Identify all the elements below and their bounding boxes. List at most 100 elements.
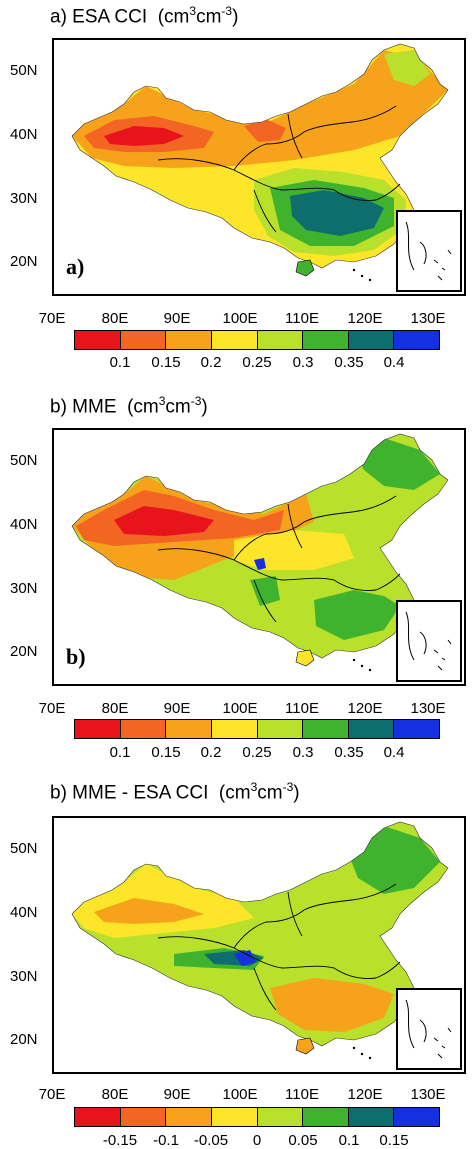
lon-label-110e: 110E — [285, 700, 319, 717]
island-dot — [360, 1052, 364, 1056]
river-basin-boundary — [303, 105, 397, 133]
value-region — [234, 950, 256, 966]
colorbar-label: 0.1 — [109, 354, 131, 371]
river-basin-boundary — [253, 579, 277, 623]
colorbar-swatch — [75, 1108, 121, 1126]
island-dot — [360, 664, 364, 668]
river-basin-boundary — [287, 503, 303, 549]
value-region — [254, 558, 266, 570]
panel-a: a) ESA CCI (cm3cm-3) a) 50N 40N 30N 20N … — [0, 0, 474, 383]
value-field — [72, 50, 448, 256]
colorbar-swatch — [394, 1108, 439, 1126]
hainan-island — [295, 1037, 315, 1055]
lon-label-80e: 80E — [101, 700, 129, 717]
river-basin-boundary — [157, 548, 335, 581]
river-basin-boundary — [333, 573, 401, 591]
lon-label-90e: 90E — [163, 310, 191, 327]
colorbar-label: 0.3 — [292, 744, 314, 761]
colorbar-swatch — [348, 331, 395, 349]
colorbar-swatch — [211, 331, 258, 349]
colorbar-label: 0.35 — [334, 354, 364, 371]
colorbar-swatch — [211, 720, 258, 738]
lat-label-50n: 50N — [10, 452, 38, 469]
colorbar-label: 0.15 — [379, 1132, 409, 1149]
lon-label-120e: 120E — [347, 1086, 383, 1103]
value-region — [350, 826, 440, 894]
river-basin-boundary — [233, 909, 305, 949]
colorbar-swatch — [348, 1108, 395, 1126]
lat-label-20n: 20N — [10, 253, 38, 270]
river-basin-boundary — [287, 891, 303, 937]
colorbar-swatch — [166, 1108, 212, 1126]
island-dot — [368, 278, 372, 282]
colorbar-label: 0.1 — [109, 744, 131, 761]
value-field — [72, 438, 440, 640]
colorbar-swatch — [166, 720, 212, 738]
map-frame: b) — [52, 428, 466, 686]
colorbar-label: -0.05 — [193, 1132, 229, 1149]
map-frame: a) — [52, 38, 466, 296]
map-frame — [52, 816, 466, 1074]
panel-letter: a) — [66, 254, 85, 279]
colorbar — [74, 330, 440, 350]
colorbar — [74, 1107, 440, 1127]
lon-label-100e: 100E — [222, 1086, 258, 1103]
island-dot — [360, 274, 364, 278]
country-outline — [71, 433, 449, 659]
river-basin-boundary — [333, 183, 401, 201]
river-basin-boundary — [303, 883, 397, 911]
island-dot — [368, 668, 372, 672]
island-dot — [352, 658, 356, 662]
colorbar-label: 0.25 — [242, 354, 272, 371]
value-region — [104, 126, 184, 146]
island-dot — [352, 1046, 356, 1050]
panel-b: b) MME (cm3cm-3) b) 50N 40N 30N 20N 70E … — [0, 388, 474, 771]
colorbar-label: 0.15 — [151, 354, 181, 371]
value-region — [270, 978, 394, 1032]
lat-label-30n: 30N — [10, 968, 38, 985]
colorbar-label: 0.1 — [338, 1132, 360, 1149]
lat-label-30n: 30N — [10, 190, 38, 207]
colorbar-swatch — [303, 720, 349, 738]
lon-label-100e: 100E — [222, 310, 258, 327]
lat-label-40n: 40N — [10, 516, 38, 533]
colorbar-swatch — [394, 720, 439, 738]
colorbar-swatch — [120, 1108, 167, 1126]
country-outline — [71, 43, 449, 269]
lon-label-130e: 130E — [410, 310, 446, 327]
island-dot — [352, 268, 356, 272]
colorbar-swatch — [211, 1108, 258, 1126]
china-map — [71, 821, 449, 1060]
panel-c: b) MME - ESA CCI (cm3cm-3) 50N 40N 30N 2… — [0, 776, 474, 1149]
colorbar-swatch — [303, 1108, 349, 1126]
lon-label-100e: 100E — [222, 700, 258, 717]
colorbar-label: 0.15 — [151, 744, 181, 761]
value-region — [384, 50, 430, 86]
colorbar-swatch — [257, 720, 304, 738]
value-region — [314, 590, 400, 640]
lat-label-20n: 20N — [10, 643, 38, 660]
river-basin-boundary — [233, 131, 305, 171]
lon-label-90e: 90E — [163, 1086, 191, 1103]
island-dot — [368, 1056, 372, 1060]
lat-label-30n: 30N — [10, 580, 38, 597]
hainan-island — [295, 259, 315, 277]
hainan-island — [295, 649, 315, 667]
lat-label-40n: 40N — [10, 904, 38, 921]
colorbar-label: 0.2 — [200, 744, 222, 761]
panel-letter: b) — [66, 644, 86, 669]
colorbar-label: 0.3 — [292, 354, 314, 371]
south-china-sea-inset — [396, 988, 462, 1070]
lon-label-80e: 80E — [101, 310, 129, 327]
colorbar-swatch — [257, 331, 304, 349]
lat-label-50n: 50N — [10, 62, 38, 79]
colorbar-swatch — [166, 331, 212, 349]
river-basin-boundary — [157, 936, 335, 969]
colorbar-label: -0.15 — [102, 1132, 138, 1149]
colorbar-label: 0.4 — [383, 744, 405, 761]
value-field — [72, 826, 440, 1032]
colorbar-swatch — [75, 331, 121, 349]
colorbar-label: 0.4 — [383, 354, 405, 371]
value-region — [250, 576, 280, 606]
lon-label-80e: 80E — [101, 1086, 129, 1103]
